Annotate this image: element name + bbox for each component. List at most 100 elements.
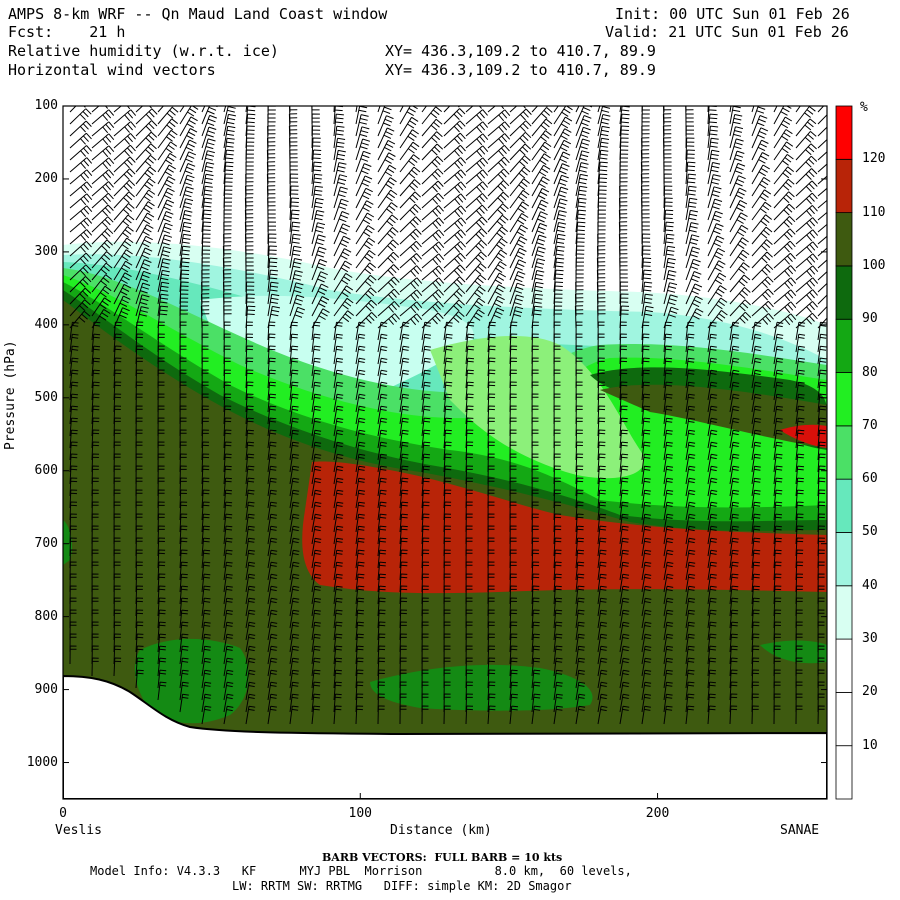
wind-barb bbox=[465, 393, 474, 413]
wind-barb bbox=[267, 609, 278, 629]
wind-barb bbox=[509, 657, 518, 677]
wind-barb bbox=[135, 282, 151, 305]
wind-barb bbox=[509, 333, 518, 353]
wind-barb bbox=[289, 149, 298, 173]
wind-barb bbox=[311, 234, 326, 257]
wind-barb bbox=[377, 537, 387, 557]
wind-barb bbox=[355, 369, 366, 389]
header-xy-range: XY= 436.3,109.2 to 410.7, 89.9 bbox=[385, 42, 656, 60]
wind-barb bbox=[531, 597, 540, 617]
wind-barb bbox=[531, 270, 545, 293]
wind-barb bbox=[619, 305, 630, 329]
wind-barb bbox=[597, 161, 608, 185]
wind-barb bbox=[421, 277, 445, 293]
wind-barb bbox=[333, 477, 344, 497]
wind-barb bbox=[641, 257, 652, 281]
wind-barb bbox=[663, 209, 674, 233]
wind-barb bbox=[443, 229, 466, 245]
wind-barb bbox=[333, 405, 344, 425]
wind-barb bbox=[267, 657, 278, 677]
wind-barb bbox=[421, 537, 430, 557]
wind-barb bbox=[663, 441, 673, 461]
wind-barb bbox=[157, 141, 178, 161]
wind-barb bbox=[443, 169, 467, 185]
wind-barb bbox=[487, 381, 496, 401]
wind-barb bbox=[707, 405, 718, 425]
wind-barb bbox=[244, 209, 254, 233]
wind-barb bbox=[619, 525, 629, 545]
wind-barb bbox=[69, 157, 93, 173]
wind-barb bbox=[69, 465, 78, 485]
wind-barb bbox=[597, 537, 607, 557]
wind-barb bbox=[619, 513, 629, 533]
wind-barb bbox=[245, 149, 255, 173]
wind-barb bbox=[729, 621, 739, 641]
wind-barb bbox=[751, 489, 761, 509]
wind-barb bbox=[377, 127, 395, 149]
wind-barb bbox=[685, 125, 695, 149]
wind-barb bbox=[465, 228, 488, 245]
wind-barb bbox=[289, 357, 299, 377]
wind-barb bbox=[69, 345, 79, 365]
wind-barb bbox=[575, 537, 584, 557]
wind-barb bbox=[377, 152, 396, 173]
wind-barb bbox=[201, 621, 211, 641]
wind-barb bbox=[201, 114, 217, 137]
wind-barb bbox=[223, 669, 234, 689]
rh-lower-patch-1 bbox=[134, 638, 249, 724]
wind-barb bbox=[311, 333, 321, 353]
wind-barb bbox=[135, 178, 156, 197]
wind-barb bbox=[575, 585, 585, 605]
wind-barb bbox=[399, 573, 408, 593]
wind-barb bbox=[91, 345, 101, 365]
wind-barb bbox=[641, 477, 651, 497]
wind-barb bbox=[707, 597, 717, 617]
wind-barb bbox=[685, 173, 697, 197]
wind-barb bbox=[311, 585, 322, 605]
wind-barb bbox=[729, 274, 751, 293]
wind-barb bbox=[751, 201, 772, 221]
wind-barb bbox=[641, 597, 652, 617]
wind-barb bbox=[641, 221, 650, 245]
wind-barb bbox=[619, 345, 628, 365]
wind-barb bbox=[685, 271, 702, 293]
wind-barb bbox=[707, 247, 726, 269]
wind-barb bbox=[619, 281, 629, 305]
wind-barb bbox=[729, 345, 740, 365]
wind-barb bbox=[795, 155, 818, 173]
wind-barb bbox=[619, 477, 629, 497]
wind-barb bbox=[663, 537, 674, 557]
wind-barb bbox=[245, 681, 256, 701]
wind-barb bbox=[289, 657, 299, 677]
wind-barb bbox=[795, 465, 805, 485]
wind-barb bbox=[223, 585, 233, 605]
wind-barb bbox=[201, 645, 211, 665]
wind-barb bbox=[663, 609, 674, 629]
wind-barb bbox=[465, 216, 488, 233]
wind-barb bbox=[751, 561, 761, 581]
wind-barb bbox=[91, 429, 100, 449]
wind-barb bbox=[200, 305, 210, 329]
wind-barb bbox=[201, 489, 210, 509]
wind-barb bbox=[509, 131, 532, 149]
wind-barb bbox=[91, 417, 100, 437]
wind-barb bbox=[267, 106, 276, 125]
wind-barb bbox=[553, 657, 563, 677]
wind-barb bbox=[443, 276, 466, 293]
wind-barb bbox=[421, 357, 431, 377]
wind-barb bbox=[135, 669, 144, 689]
wind-barb bbox=[91, 133, 115, 149]
wind-barb bbox=[685, 585, 696, 605]
wind-barb bbox=[531, 305, 543, 329]
wind-barb bbox=[531, 633, 540, 653]
y-tick-label: 400 bbox=[34, 316, 58, 332]
wind-barb bbox=[179, 281, 189, 305]
colorbar-swatch bbox=[835, 318, 853, 373]
wind-barb bbox=[685, 669, 695, 689]
wind-barb bbox=[729, 311, 752, 329]
wind-barb bbox=[69, 217, 93, 233]
wind-barb bbox=[69, 229, 93, 245]
wind-barb bbox=[201, 681, 212, 701]
wind-barb bbox=[751, 152, 770, 173]
